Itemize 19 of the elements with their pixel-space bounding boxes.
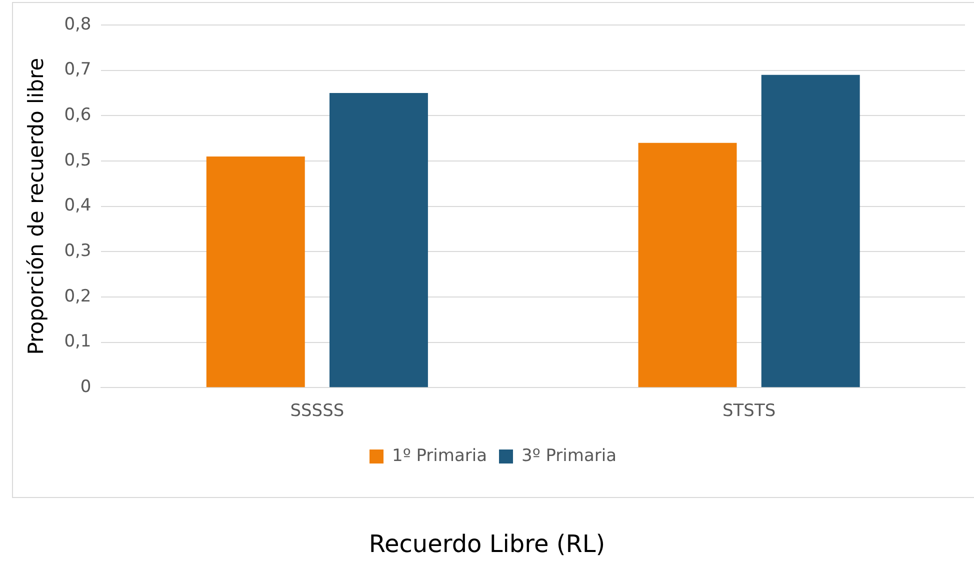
- bar: [206, 156, 305, 388]
- y-tick-label: 0,6: [64, 105, 92, 126]
- y-tick-label: 0,1: [64, 332, 92, 352]
- x-tick-label: SSSSS: [290, 401, 344, 422]
- y-tick-label: 0,4: [64, 196, 92, 216]
- bar: [761, 74, 860, 388]
- y-axis-title: Proporción de recuerdo libre: [24, 58, 48, 355]
- y-tick-label: 0,7: [64, 60, 92, 80]
- bar: [329, 92, 428, 388]
- legend-label: 1º Primaria: [392, 446, 488, 466]
- y-tick-label: 0,8: [64, 14, 92, 34]
- y-tick-label: 0: [80, 377, 92, 398]
- x-tick-label: STSTS: [722, 401, 776, 422]
- legend-label: 3º Primaria: [522, 446, 617, 466]
- x-axis-title: Recuerdo Libre (RL): [368, 530, 606, 558]
- y-tick-label: 0,3: [64, 241, 92, 262]
- y-tick-label: 0,5: [64, 150, 92, 170]
- y-tick-label: 0,2: [64, 286, 92, 306]
- bar: [638, 142, 737, 388]
